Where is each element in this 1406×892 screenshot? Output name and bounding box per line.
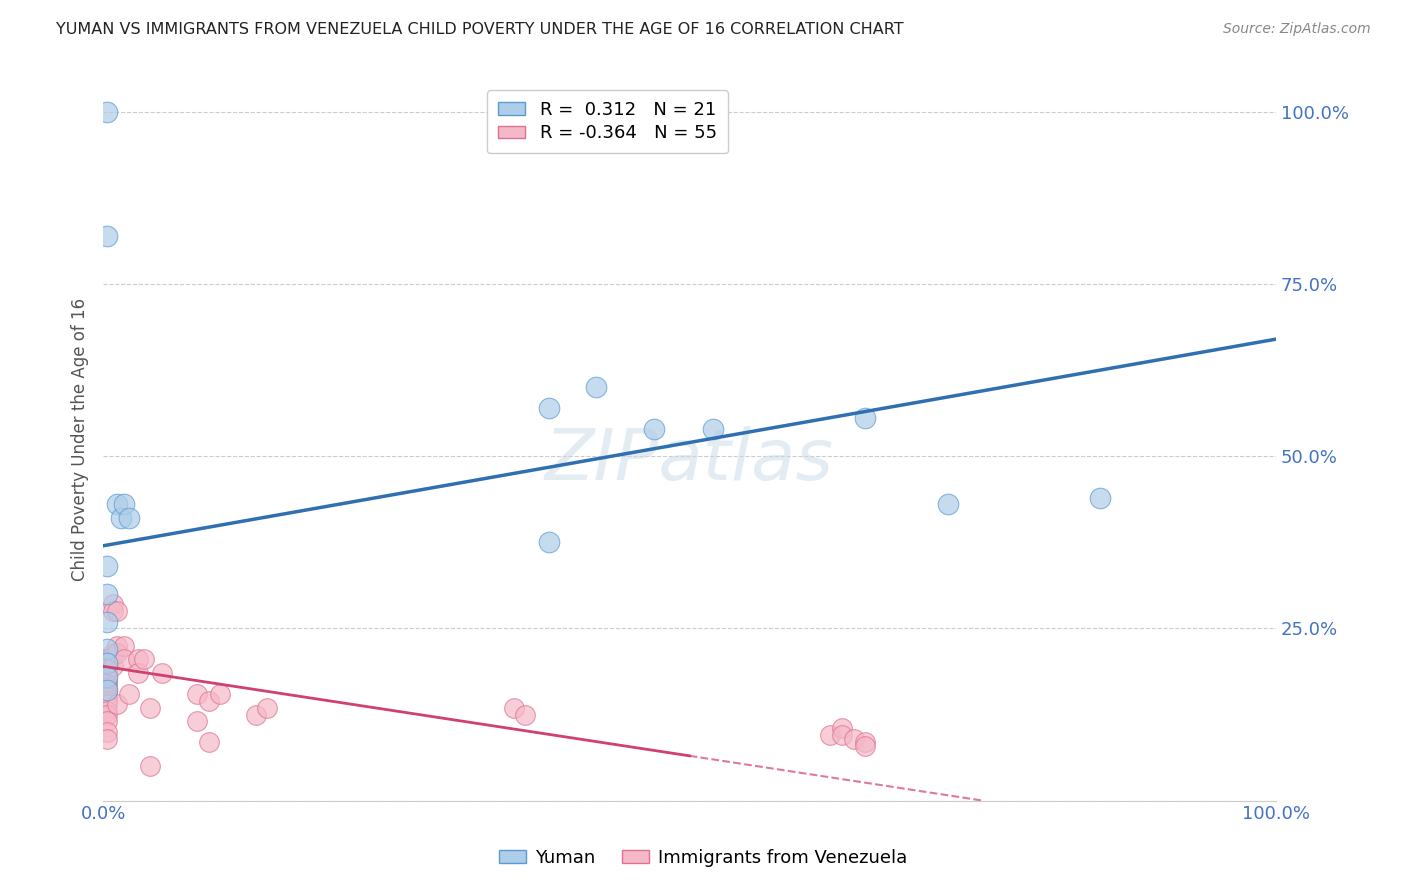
Point — [112, 652, 135, 666]
Point — [96, 656, 118, 670]
Point — [502, 700, 524, 714]
Point — [139, 759, 162, 773]
Point — [134, 652, 156, 666]
Point — [96, 707, 118, 722]
Point — [96, 587, 118, 601]
Point — [1088, 491, 1111, 505]
Point — [209, 687, 232, 701]
Point — [96, 652, 118, 666]
Point — [96, 683, 118, 698]
Point — [515, 707, 537, 722]
Point — [101, 646, 124, 660]
Point — [96, 104, 118, 119]
Point — [186, 687, 208, 701]
Point — [96, 676, 118, 690]
Point — [855, 411, 877, 425]
Legend: Yuman, Immigrants from Venezuela: Yuman, Immigrants from Venezuela — [491, 842, 915, 874]
Point — [96, 642, 118, 657]
Point — [91, 659, 114, 673]
Point — [585, 380, 607, 394]
Point — [702, 422, 724, 436]
Point — [127, 652, 149, 666]
Point — [150, 666, 173, 681]
Point — [127, 666, 149, 681]
Point — [105, 646, 128, 660]
Point — [96, 666, 118, 681]
Point — [96, 673, 118, 687]
Point — [96, 670, 118, 684]
Point — [96, 697, 118, 711]
Point — [105, 604, 128, 618]
Point — [118, 687, 141, 701]
Point — [643, 422, 665, 436]
Point — [96, 714, 118, 729]
Point — [110, 511, 132, 525]
Point — [101, 604, 124, 618]
Text: ZIPatlas: ZIPatlas — [546, 426, 834, 495]
Point — [855, 735, 877, 749]
Point — [96, 690, 118, 705]
Point — [139, 700, 162, 714]
Point — [112, 639, 135, 653]
Point — [96, 615, 118, 629]
Point — [96, 652, 118, 666]
Point — [96, 724, 118, 739]
Point — [96, 704, 118, 718]
Point — [831, 721, 853, 735]
Point — [831, 728, 853, 742]
Point — [112, 498, 135, 512]
Legend: R =  0.312   N = 21, R = -0.364   N = 55: R = 0.312 N = 21, R = -0.364 N = 55 — [488, 90, 728, 153]
Point — [96, 659, 118, 673]
Point — [537, 401, 560, 415]
Point — [96, 659, 118, 673]
Text: Source: ZipAtlas.com: Source: ZipAtlas.com — [1223, 22, 1371, 37]
Point — [118, 511, 141, 525]
Point — [820, 728, 842, 742]
Point — [96, 687, 118, 701]
Point — [105, 639, 128, 653]
Point — [96, 680, 118, 694]
Point — [197, 694, 219, 708]
Point — [101, 659, 124, 673]
Point — [96, 694, 118, 708]
Point — [256, 700, 278, 714]
Point — [101, 648, 124, 663]
Text: YUMAN VS IMMIGRANTS FROM VENEZUELA CHILD POVERTY UNDER THE AGE OF 16 CORRELATION: YUMAN VS IMMIGRANTS FROM VENEZUELA CHILD… — [56, 22, 904, 37]
Point — [855, 739, 877, 753]
Point — [96, 673, 118, 687]
Point — [96, 559, 118, 574]
Point — [197, 735, 219, 749]
Point — [936, 498, 959, 512]
Point — [537, 535, 560, 549]
Y-axis label: Child Poverty Under the Age of 16: Child Poverty Under the Age of 16 — [72, 297, 89, 581]
Point — [842, 731, 865, 746]
Point — [105, 498, 128, 512]
Point — [186, 714, 208, 729]
Point — [96, 666, 118, 681]
Point — [91, 652, 114, 666]
Point — [245, 707, 267, 722]
Point — [105, 697, 128, 711]
Point — [96, 683, 118, 698]
Point — [96, 731, 118, 746]
Point — [96, 228, 118, 243]
Point — [101, 597, 124, 611]
